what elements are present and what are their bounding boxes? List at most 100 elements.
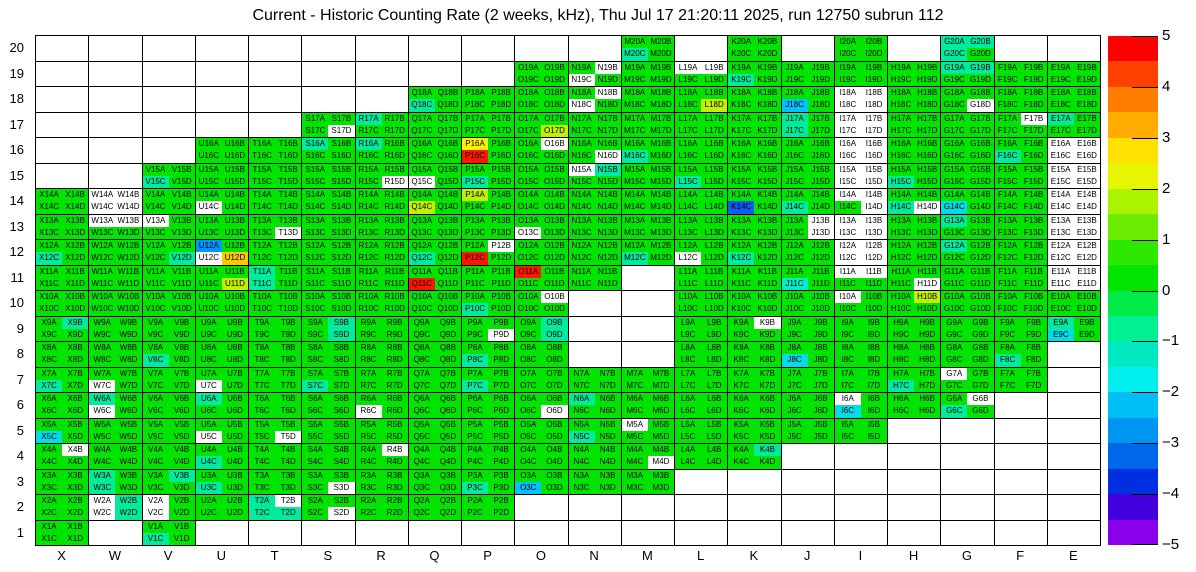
- channel-R11C: R11C: [355, 277, 382, 290]
- cell-R9: R9A R9B R9C R9D: [355, 316, 409, 342]
- channel-W9A: W9A: [89, 316, 116, 329]
- channel-X2A: X2A: [36, 495, 63, 508]
- channel-L9D: L9D: [701, 328, 728, 341]
- channel-T14D: T14D: [275, 201, 302, 214]
- channel-K4C: K4C: [728, 456, 755, 469]
- channel-K5A: K5A: [728, 418, 755, 431]
- cell-S3: S3A S3B S3C S3D: [302, 469, 356, 495]
- channel-S12C: S12C: [302, 252, 329, 265]
- channel-F12C: F12C: [994, 252, 1021, 265]
- channel-K18D: K18D: [754, 99, 781, 112]
- channel-V9A: V9A: [142, 316, 169, 329]
- channel-N3B: N3B: [594, 469, 621, 482]
- channel-G6B: G6B: [967, 393, 994, 406]
- cell-M4: M4A M4B M4C M4D: [621, 444, 675, 470]
- channel-E19A: E19A: [1047, 61, 1074, 74]
- channel-G16C: G16C: [941, 150, 968, 163]
- channel-R16A: R16A: [355, 138, 382, 151]
- cell-G3: [941, 469, 995, 495]
- cell-Q1: [408, 520, 462, 546]
- cell-F6: [994, 393, 1048, 419]
- cell-J1: [781, 520, 835, 546]
- channel-U13A: U13A: [195, 214, 222, 227]
- cell-P13: P13A P13B P13C P13D: [462, 214, 516, 240]
- channel-I19D: I19D: [860, 73, 887, 86]
- channel-O8C: O8C: [515, 354, 542, 367]
- channel-W2B: W2B: [115, 495, 142, 508]
- channel-N19C: N19C: [568, 73, 595, 86]
- channel-M6C: M6C: [621, 405, 648, 418]
- cell-E18: E18A E18B E18C E18D: [1047, 87, 1101, 113]
- channel-R6D: R6D: [381, 405, 408, 418]
- channel-G12B: G12B: [967, 240, 994, 253]
- channel-U2D: U2D: [221, 507, 248, 520]
- channel-I19A: I19A: [834, 61, 861, 74]
- cell-U7: U7A U7B U7C U7D: [195, 367, 249, 393]
- channel-O14B: O14B: [541, 189, 568, 202]
- channel-V1B: V1B: [168, 520, 195, 533]
- colorbar-label-−1: −1: [1162, 332, 1180, 350]
- cell-T12: T12A T12B T12C T12D: [249, 240, 303, 266]
- channel-O5B: O5B: [541, 418, 568, 431]
- cell-T14: T14A T14B T14C T14D: [249, 189, 303, 215]
- channel-X1B: X1B: [62, 520, 89, 533]
- channel-L7C: L7C: [675, 379, 702, 392]
- channel-V5D: V5D: [168, 430, 195, 443]
- channel-O18D: O18D: [541, 99, 568, 112]
- channel-N17B: N17B: [594, 112, 621, 125]
- cell-J10: J10A J10B J10C J10D: [781, 291, 835, 317]
- channel-O14C: O14C: [515, 201, 542, 214]
- channel-P18C: P18C: [462, 99, 489, 112]
- channel-G7A: G7A: [941, 367, 968, 380]
- cell-F12: F12A F12B F12C F12D: [994, 240, 1048, 266]
- channel-P7C: P7C: [462, 379, 489, 392]
- channel-K20A: K20A: [728, 36, 755, 49]
- channel-G13A: G13A: [941, 214, 968, 227]
- channel-Q14D: Q14D: [434, 201, 461, 214]
- channel-P2B: P2B: [488, 495, 515, 508]
- cell-F13: F13A F13B F13C F13D: [994, 214, 1048, 240]
- channel-H13D: H13D: [914, 226, 941, 239]
- channel-G18D: G18D: [967, 99, 994, 112]
- cell-T11: T11A T11B T11C T11D: [249, 265, 303, 291]
- channel-J18C: J18C: [781, 99, 808, 112]
- channel-P17B: P17B: [488, 112, 515, 125]
- cell-G5: [941, 418, 995, 444]
- channel-K20C: K20C: [728, 48, 755, 61]
- channel-S10C: S10C: [302, 303, 329, 316]
- cell-X19: [36, 61, 90, 87]
- channel-Q5B: Q5B: [434, 418, 461, 431]
- channel-Q9C: Q9C: [408, 328, 435, 341]
- channel-H18C: H18C: [888, 99, 915, 112]
- channel-P7D: P7D: [488, 379, 515, 392]
- cell-X20: [36, 36, 90, 62]
- channel-F16A: F16A: [994, 138, 1021, 151]
- channel-H6C: H6C: [888, 405, 915, 418]
- channel-S10A: S10A: [302, 291, 329, 304]
- channel-I13D: I13D: [860, 226, 887, 239]
- cell-O18: O18A O18B O18C O18D: [515, 87, 569, 113]
- colorbar-band-3: [1108, 112, 1158, 138]
- channel-Q12B: Q12B: [434, 240, 461, 253]
- channel-V9C: V9C: [142, 328, 169, 341]
- channel-W8C: W8C: [89, 354, 116, 367]
- channel-I6C: I6C: [834, 405, 861, 418]
- cell-U19: [195, 61, 249, 87]
- channel-I9A: I9A: [834, 316, 861, 329]
- channel-R14D: R14D: [381, 201, 408, 214]
- channel-N4B: N4B: [594, 444, 621, 457]
- channel-T12B: T12B: [275, 240, 302, 253]
- channel-F9D: F9D: [1020, 328, 1047, 341]
- channel-V2B: V2B: [168, 495, 195, 508]
- channel-M19B: M19B: [647, 61, 674, 74]
- channel-L16D: L16D: [701, 150, 728, 163]
- channel-R10B: R10B: [381, 291, 408, 304]
- channel-N18C: N18C: [568, 99, 595, 112]
- channel-L11A: L11A: [675, 265, 702, 278]
- channel-X14A: X14A: [36, 189, 63, 202]
- channel-Q3B: Q3B: [434, 469, 461, 482]
- channel-V7A: V7A: [142, 367, 169, 380]
- channel-K8B: K8B: [754, 342, 781, 355]
- channel-T6A: T6A: [249, 393, 276, 406]
- cell-F1: [994, 520, 1048, 546]
